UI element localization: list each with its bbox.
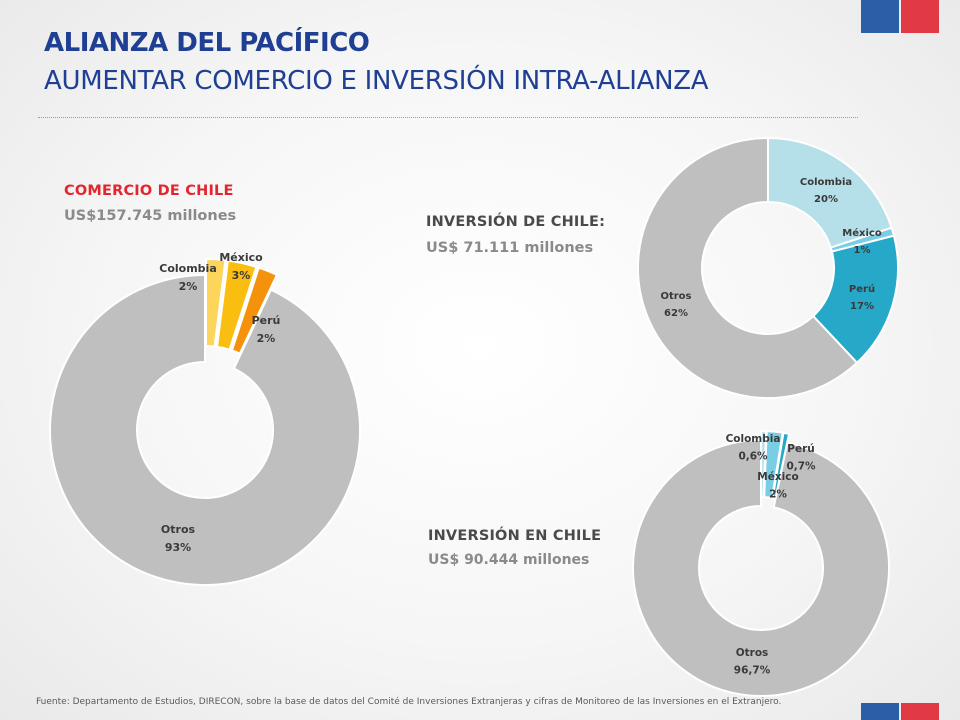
donut3-label-otros: Otros 96,7% [734, 647, 771, 677]
inversion-en-amount: US$ 90.444 millones [428, 552, 590, 568]
donut3-label-peru-value: 0,7% [786, 461, 816, 473]
donut3-label-otros-name: Otros [736, 647, 769, 659]
donut3-label-mexico-value: 2% [769, 489, 787, 501]
donut2-label-colombia-value: 20% [814, 194, 838, 205]
donut1-label-mexico-value: 3% [232, 269, 251, 282]
donut1-label-otros-value: 93% [165, 541, 191, 554]
donut2-slice-colombia [767, 136, 893, 249]
donut2-label-mexico-name: México [842, 227, 882, 239]
source-footer: Fuente: Departamento de Estudios, DIRECO… [36, 697, 782, 707]
donut1-label-colombia-value: 2% [179, 280, 198, 293]
donut3-label-peru-name: Perú [787, 443, 814, 455]
donut3-label-mexico-name: México [757, 471, 798, 483]
title-divider [38, 117, 858, 118]
page-subtitle: AUMENTAR COMERCIO E INVERSIÓN INTRA-ALIA… [44, 66, 709, 96]
inversion-en-title: INVERSIÓN EN CHILE [428, 528, 602, 544]
donut1-slice-peru [230, 266, 279, 355]
donut2-label-mexico: México 1% [842, 227, 882, 256]
page-title: ALIANZA DEL PACÍFICO [44, 28, 370, 58]
donut1-slice-mexico [215, 259, 258, 351]
donut1-label-peru-name: Perú [252, 314, 281, 327]
donut1-label-peru: Perú 2% [252, 314, 281, 345]
donut1-label-colombia-name: Colombia [159, 262, 217, 275]
comercio-amount: US$157.745 millones [64, 208, 237, 224]
donut3-label-colombia: Colombia 0,6% [726, 433, 781, 463]
donut1-label-otros-name: Otros [161, 523, 196, 536]
flag-red-bottom [901, 703, 939, 720]
donut1-label-mexico-name: México [219, 251, 263, 264]
donut1-label-colombia: Colombia 2% [159, 262, 217, 293]
donut2-label-colombia: Colombia 20% [800, 177, 852, 205]
donut1-label-otros: Otros 93% [161, 523, 196, 554]
inversion-de-amount: US$ 71.111 millones [426, 240, 594, 256]
donut3-label-colombia-value: 0,6% [738, 451, 768, 463]
donut2-label-mexico-value: 1% [854, 245, 871, 256]
comercio-title: COMERCIO DE CHILE [64, 183, 234, 199]
donut1-slice-otros [49, 273, 361, 586]
donut2-label-peru: Perú 17% [849, 283, 875, 312]
donut3-label-peru: Perú 0,7% [786, 443, 816, 473]
donut1-label-peru-value: 2% [257, 332, 276, 345]
donut3-label-mexico: México 2% [757, 471, 798, 501]
donut2-label-otros: Otros 62% [660, 291, 691, 319]
donut2-slice-otros [637, 136, 859, 399]
donut2-label-otros-value: 62% [664, 308, 688, 319]
donut3-slice-otros [632, 438, 890, 697]
donut3-label-colombia-name: Colombia [726, 433, 781, 445]
donut2-label-peru-name: Perú [849, 283, 875, 295]
donut2-label-peru-value: 17% [850, 301, 874, 312]
donut1-slice-colombia [205, 258, 227, 348]
donut2-label-otros-name: Otros [660, 291, 691, 302]
flag-blue-bottom [861, 703, 899, 720]
flag-blue-top [861, 0, 899, 33]
inversion-de-title: INVERSIÓN DE CHILE: [426, 214, 606, 230]
donut3-label-otros-value: 96,7% [734, 665, 771, 677]
flag-red-top [901, 0, 939, 33]
donut2-label-colombia-name: Colombia [800, 177, 852, 188]
donut1-label-mexico: México 3% [219, 251, 263, 282]
